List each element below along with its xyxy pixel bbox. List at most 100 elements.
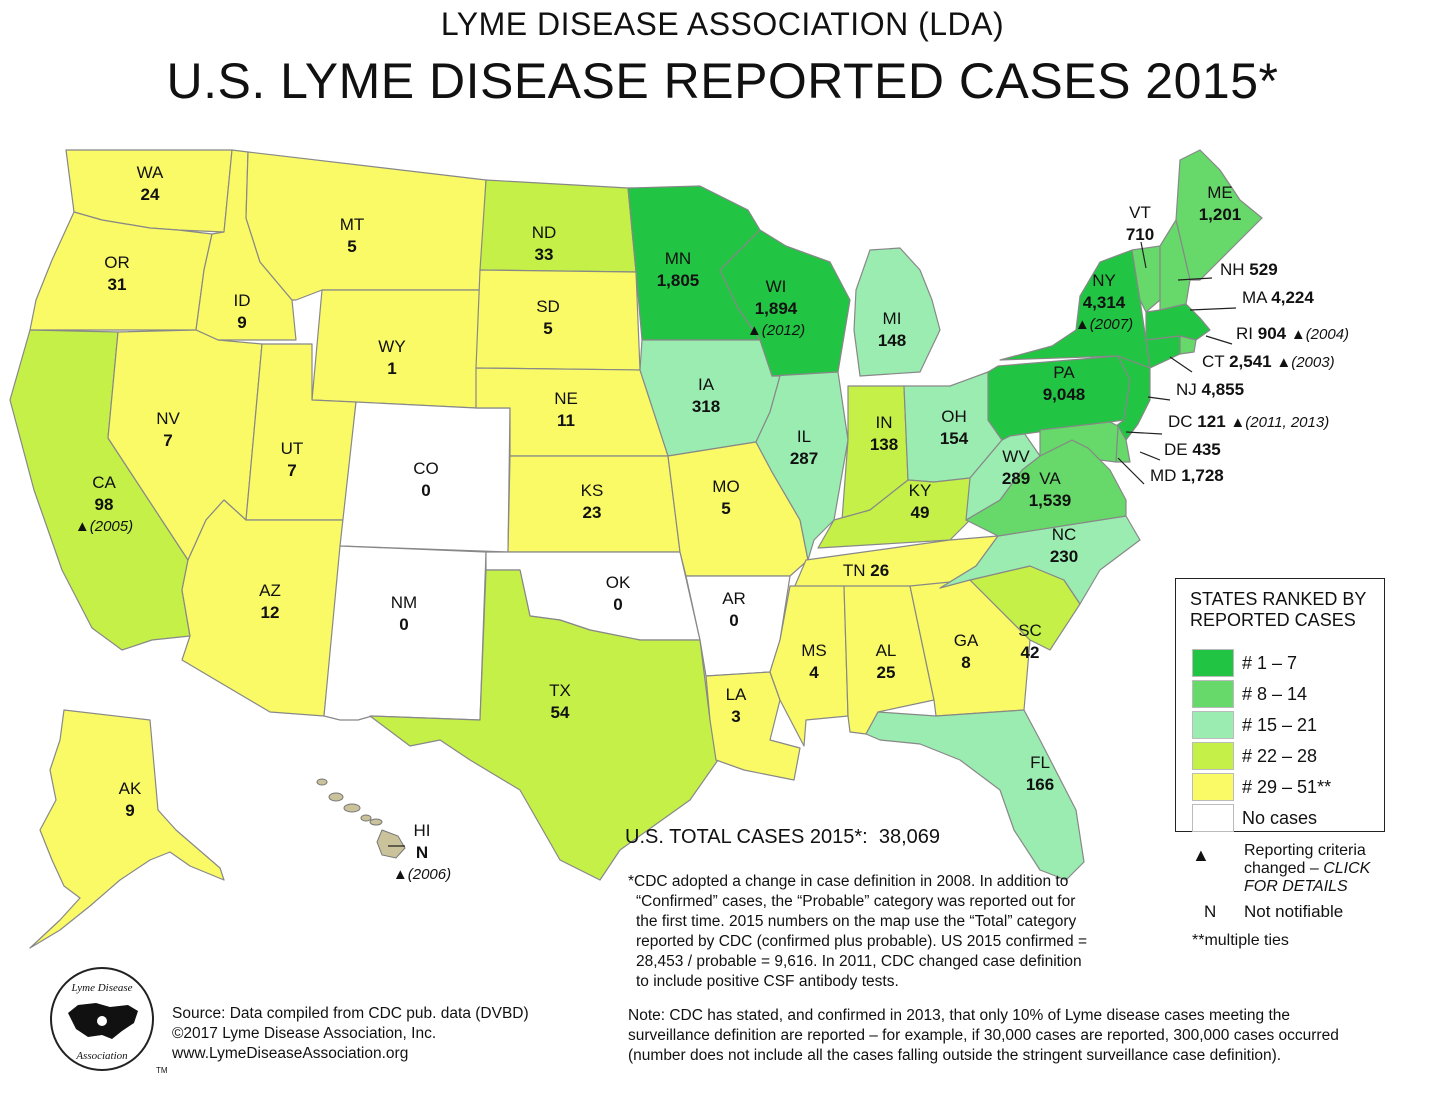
- ties-note: **multiple ties: [1192, 932, 1289, 949]
- state-label-md: MD 1,728: [1150, 466, 1224, 485]
- lda-logo: Lyme Disease Association: [50, 967, 154, 1071]
- state-shape-nc: [939, 515, 1141, 605]
- state-label-mn: MN 1,805: [656, 249, 700, 290]
- state-label-in: IN 138: [869, 413, 899, 454]
- leader-lines: [388, 241, 1237, 847]
- legend-row: # 15 – 21: [1192, 711, 1380, 739]
- state-label-mo: MO 5: [712, 477, 740, 518]
- state-label-ky: KY 49: [908, 481, 932, 522]
- organization-title: LYME DISEASE ASSOCIATION (LDA): [440, 6, 1005, 42]
- legend-label: # 8 – 14: [1242, 684, 1308, 704]
- legend-row: # 22 – 28: [1192, 742, 1380, 770]
- trademark: TM: [156, 1066, 168, 1075]
- state-label-dc: DC 121 ▲(2011, 2013): [1168, 412, 1330, 431]
- criteria-symbol: ▲: [1192, 845, 1210, 865]
- state-label-wi: WI 1,894 ▲(2012): [746, 277, 806, 339]
- state-label-nd: ND 33: [531, 223, 557, 264]
- state-label-or: OR 31: [104, 253, 130, 294]
- state-label-ia: IA 318: [691, 375, 721, 416]
- cdc-definition-note: *CDC adopted a change in case definition…: [628, 873, 1088, 990]
- state-label-nv: NV 7: [156, 409, 180, 450]
- legend-swatch: [1192, 680, 1234, 708]
- source-credit: Source: Data compiled from CDC pub. data…: [172, 1005, 529, 1062]
- legend-row: # 29 – 51**: [1192, 773, 1380, 801]
- state-label-hi: HI N ▲(2006): [392, 821, 452, 883]
- not-notifiable-label: Not notifiable: [1244, 902, 1344, 921]
- state-label-wy: WY 1: [378, 337, 406, 378]
- state-label-mt: MT 5: [339, 215, 365, 256]
- state-label-pa: PA 9,048: [1042, 363, 1086, 404]
- state-label-al: AL 25: [875, 641, 897, 682]
- state-shape-me: [1175, 149, 1263, 281]
- state-label-id: ID 9: [233, 291, 251, 332]
- state-label-wa: WA 24: [136, 163, 164, 204]
- state-label-vt: VT 710: [1125, 203, 1155, 244]
- state-label-nc: NC 230: [1049, 525, 1079, 566]
- state-label-nj: NJ 4,855: [1176, 380, 1245, 399]
- legend-row: # 1 – 7: [1192, 649, 1380, 677]
- legend-label: # 15 – 21: [1242, 715, 1318, 735]
- state-label-tn: TN 26: [842, 561, 890, 580]
- svg-text:Association: Association: [75, 1050, 128, 1062]
- legend-label: # 22 – 28: [1242, 746, 1318, 766]
- state-label-ks: KS 23: [580, 481, 604, 522]
- state-label-sc: SC 42: [1018, 621, 1042, 662]
- state-shape-md: [1039, 421, 1119, 463]
- state-label-ak: AK 9: [118, 779, 142, 820]
- state-shape-tx: [369, 569, 719, 881]
- legend-label: No cases: [1242, 808, 1318, 828]
- website-link[interactable]: www.LymeDiseaseAssociation.org: [172, 1045, 409, 1062]
- state-label-ny: NY 4,314 ▲(2007): [1074, 271, 1134, 333]
- state-label-ga: GA 8: [953, 631, 979, 672]
- legend-label: # 29 – 51**: [1242, 777, 1332, 797]
- state-shape-ak: [29, 709, 225, 949]
- state-label-fl: FL 166: [1025, 753, 1055, 794]
- hawaii-shape: [316, 778, 406, 859]
- state-label-ok: OK 0: [605, 573, 631, 614]
- legend-row: No cases: [1192, 804, 1380, 832]
- state-label-co: CO 0: [413, 459, 439, 500]
- state-label-ms: MS 4: [801, 641, 827, 682]
- not-notifiable-symbol: N: [1204, 902, 1217, 921]
- state-label-ut: UT 7: [280, 439, 304, 480]
- state-label-de: DE 435: [1164, 440, 1221, 459]
- svg-text:Lyme Disease: Lyme Disease: [70, 982, 132, 994]
- state-label-az: AZ 12: [259, 581, 281, 622]
- legend-swatch: [1192, 711, 1234, 739]
- state-shape-mi: [853, 247, 941, 377]
- state-shape-vt: [1131, 245, 1161, 313]
- state-label-nh: NH 529: [1220, 260, 1278, 279]
- legend-row: # 8 – 14: [1192, 680, 1380, 708]
- state-label-ca: CA 98 ▲(2005): [74, 473, 134, 535]
- state-label-ma: MA 4,224: [1242, 288, 1314, 307]
- legend-swatch: [1192, 649, 1234, 677]
- state-label-sd: SD 5: [536, 297, 560, 338]
- state-label-la: LA 3: [725, 685, 747, 726]
- legend: STATES RANKED BY REPORTED CASES # 1 – 7 #…: [1175, 578, 1385, 832]
- state-label-mi: MI 148: [877, 309, 907, 350]
- criteria-link[interactable]: Reporting criteria changed – CLICK FOR D…: [1244, 842, 1371, 895]
- legend-swatch: [1192, 742, 1234, 770]
- legend-label: # 1 – 7: [1242, 653, 1298, 673]
- state-shape-ct: [1145, 335, 1181, 369]
- state-label-va: VA 1,539: [1028, 469, 1072, 510]
- legend-title: STATES RANKED BY REPORTED CASES: [1190, 589, 1367, 630]
- state-label-il: IL 287: [789, 427, 819, 468]
- state-label-oh: OH 154: [939, 407, 969, 448]
- state-label-nm: NM 0: [390, 593, 418, 634]
- state-label-ar: AR 0: [722, 589, 746, 630]
- surveillance-note: Note: CDC has stated, and confirmed in 2…: [628, 1007, 1339, 1064]
- state-label-me: ME 1,201: [1198, 183, 1242, 224]
- state-label-ne: NE 11: [554, 389, 578, 430]
- state-shape-il: [755, 371, 849, 561]
- state-label-ct: CT 2,541 ▲(2003): [1202, 352, 1335, 371]
- total-cases: U.S. TOTAL CASES 2015*: 38,069: [625, 826, 941, 848]
- legend-swatch: [1192, 773, 1234, 801]
- state-shape-fl: [865, 709, 1085, 881]
- state-label-tx: TX 54: [549, 681, 571, 722]
- legend-swatch: [1192, 804, 1234, 832]
- state-label-wv: WV 289: [1001, 447, 1031, 488]
- map-title: U.S. LYME DISEASE REPORTED CASES 2015*: [166, 53, 1279, 109]
- state-label-ri: RI 904 ▲(2004): [1236, 324, 1350, 343]
